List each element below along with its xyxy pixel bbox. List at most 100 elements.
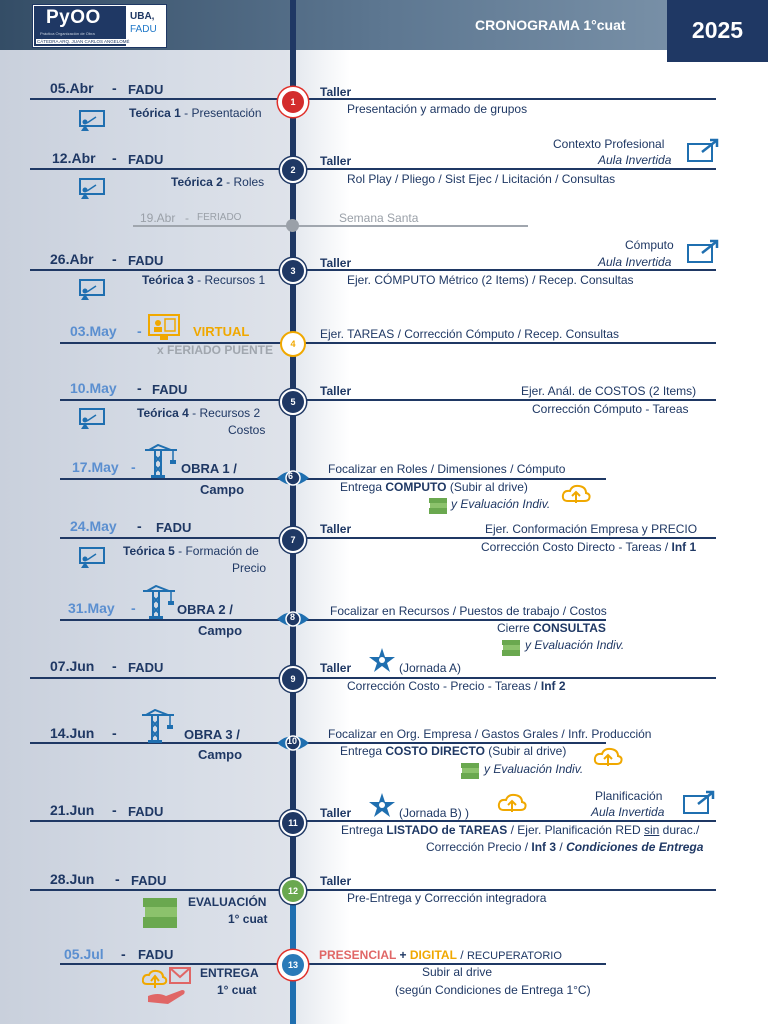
session-date: 07.Jun (50, 658, 95, 674)
date-separator: - (121, 946, 126, 962)
theory-number: Teórica 3 (142, 273, 194, 287)
lecture-board-icon (76, 408, 106, 435)
in-person-label: PRESENCIAL (319, 948, 397, 962)
flipped-classroom-icon (686, 239, 720, 270)
session-kind: Taller (320, 806, 352, 820)
session-detail: Rol Play / Pliego / Sist Ejec / Licitaci… (347, 172, 616, 186)
session-date: 12.Abr (52, 150, 96, 166)
year-badge: 2025 (667, 0, 768, 62)
session-date: 26.Abr (50, 251, 94, 267)
crane-icon (143, 443, 179, 483)
session-detail: Subir al drive (422, 965, 493, 979)
theory-label: Teórica 5 - Formación de (123, 544, 259, 558)
timeline-node: 3 (280, 258, 306, 284)
date-separator: - (185, 211, 189, 225)
upload-delivery-icon (141, 966, 192, 1011)
logo-fadu: FADU (130, 24, 157, 35)
session-place-note: x FERIADO PUENTE (157, 343, 274, 357)
row-line-right (296, 537, 716, 539)
theory-number: Teórica 2 (171, 175, 223, 189)
theory-number: Teórica 5 (123, 544, 175, 558)
books-icon (428, 497, 448, 520)
session-detail: Pre-Entrega y Corrección integradora (347, 891, 547, 905)
correction-text: Corrección Costo Directo - Tareas / (481, 540, 672, 554)
session-place-2: Campo (198, 623, 243, 638)
books-icon (460, 762, 480, 785)
session-detail-2: Corrección Cómputo - Tareas (532, 402, 689, 416)
delivery-item: LISTADO de TAREAS (386, 823, 508, 837)
date-separator: - (112, 802, 117, 818)
delivery-conditions: Condiciones de Entrega (566, 840, 704, 854)
session-date: 10.May (70, 380, 117, 396)
books-icon (142, 897, 178, 934)
logo-text: PyOO (46, 7, 101, 28)
date-separator: - (115, 871, 120, 887)
correction-text: Corrección Costo - Precio - Tareas / (347, 679, 541, 693)
row-line-left (30, 168, 292, 170)
session-detail-2: Cierre CONSULTAS (497, 621, 606, 635)
row-line-right (296, 98, 716, 100)
timeline-node: 1 (280, 89, 306, 115)
flipped-classroom-icon (682, 790, 716, 821)
session-date: 05.Abr (50, 80, 94, 96)
field-visit-eye-icon: 6 (276, 468, 310, 488)
row-line-left (30, 269, 292, 271)
session-place: FADU (138, 947, 174, 962)
row-line-right (296, 677, 716, 679)
row-line-left (60, 619, 292, 621)
delivery-term: 1° cuat (217, 983, 257, 997)
theory-topic: - Recursos 2 (188, 406, 261, 420)
session-place: FADU (131, 873, 167, 888)
without-label: sin (644, 823, 660, 837)
date-separator: - (112, 725, 117, 741)
report-label: Inf 2 (540, 679, 566, 693)
timeline-spine (290, 0, 296, 1024)
row-line-left (60, 537, 292, 539)
correction-text: Corrección Precio / (426, 840, 532, 854)
row-line-right (296, 820, 716, 822)
row-line-right (296, 619, 606, 621)
session-detail: Ejer. TAREAS / Corrección Cómputo / Rece… (320, 327, 620, 341)
delivery-note: (Subir al drive) (446, 480, 528, 494)
crane-icon (140, 708, 176, 748)
theory-topic-2: Precio (232, 561, 267, 575)
context-label: Cómputo (625, 238, 674, 252)
node-number: 6 (288, 471, 294, 481)
row-line-right (296, 963, 606, 965)
session-date: 28.Jun (50, 871, 95, 887)
session-place: FADU (128, 253, 164, 268)
session-place: OBRA 1 / (181, 461, 237, 476)
row-line-right (296, 889, 716, 891)
row-line-right (296, 168, 716, 170)
evaluation-note: y Evaluación Indiv. (451, 497, 551, 511)
flipped-class-label: Aula Invertida (591, 805, 665, 819)
digital-label: DIGITAL (409, 948, 457, 962)
evaluation-label: EVALUACIÓN (188, 895, 267, 909)
theory-topic: - Formación de (174, 544, 259, 558)
session-place: FADU (128, 82, 164, 97)
close-prefix: Cierre (497, 621, 534, 635)
theory-topic: - Roles (222, 175, 265, 189)
theory-label: Teórica 4 - Recursos 2 (137, 406, 260, 420)
session-detail: Focalizar en Recursos / Puestos de traba… (330, 604, 607, 618)
session-detail-2: (según Condiciones de Entrega 1°C) (395, 983, 591, 997)
logo-uba: UBA, (130, 11, 155, 22)
session-kind: Taller (320, 522, 352, 536)
holiday-line (133, 225, 528, 227)
field-visit-eye-icon: 10 (276, 733, 310, 753)
logo-subtitle: Práctica Organización de Obra (40, 31, 95, 36)
crane-icon (141, 584, 177, 624)
row-line-right (296, 478, 606, 480)
row-line-left (60, 963, 292, 965)
virtual-meeting-icon (148, 314, 182, 347)
session-date: 03.May (70, 323, 117, 339)
session-kind: PRESENCIAL + DIGITAL / RECUPERATORIO (319, 948, 562, 962)
holiday-node (286, 219, 299, 232)
node-number: 8 (290, 612, 296, 622)
session-place-2: Campo (198, 747, 243, 762)
session-detail: Ejer. CÓMPUTO Métrico (2 Items) / Recep.… (347, 273, 634, 287)
date-separator: - (137, 518, 142, 534)
session-kind: Taller (320, 85, 352, 99)
delivery-prefix: Entrega (341, 823, 387, 837)
plus-sign: + (396, 948, 410, 962)
